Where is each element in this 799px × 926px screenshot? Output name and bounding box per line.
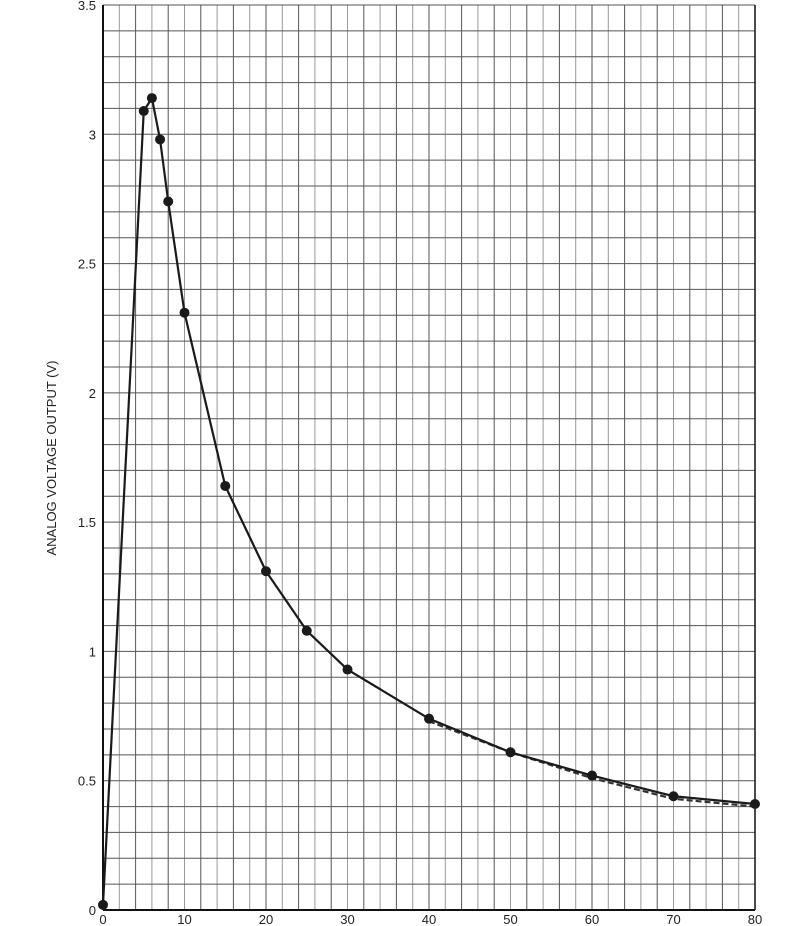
y-axis-label: ANALOG VOLTAGE OUTPUT (V) <box>44 360 59 555</box>
data-point <box>98 899 108 910</box>
data-point <box>146 93 157 104</box>
y-tick-label: 3 <box>89 127 96 142</box>
y-tick-label: 0 <box>89 903 96 918</box>
data-point <box>179 307 190 318</box>
x-tick-label: 0 <box>99 912 106 926</box>
data-point <box>155 134 166 145</box>
grid <box>102 4 756 911</box>
data-point <box>587 770 597 781</box>
x-tick-label: 20 <box>259 912 273 926</box>
data-point <box>138 106 149 117</box>
y-tick-label: 1.5 <box>78 515 96 530</box>
data-point <box>750 798 760 809</box>
data-point <box>424 713 434 724</box>
data-point <box>163 196 174 207</box>
data-point <box>505 747 516 758</box>
data-point <box>301 625 312 636</box>
data-point <box>220 480 231 491</box>
axes <box>102 5 756 911</box>
x-tick-label: 50 <box>503 912 517 926</box>
data-point <box>261 566 271 577</box>
y-tick-label: 2.5 <box>78 257 96 272</box>
y-tick-label: 3.5 <box>78 0 96 13</box>
y-tick-label: 1 <box>89 644 96 659</box>
y-tick-label: 2 <box>89 386 96 401</box>
x-tick-label: 60 <box>585 912 599 926</box>
x-tick-label: 30 <box>340 912 354 926</box>
x-tick-label: 10 <box>177 912 191 926</box>
y-tick-label: 0.5 <box>78 774 96 789</box>
x-tick-label: 80 <box>748 912 762 926</box>
series-group <box>98 93 760 910</box>
x-tick-labels: 0 10 20 30 40 50 60 70 80 <box>99 912 762 926</box>
data-point <box>668 791 679 802</box>
data-point <box>342 664 353 675</box>
x-tick-label: 40 <box>422 912 436 926</box>
x-tick-label: 70 <box>666 912 680 926</box>
y-tick-labels: 0 0.5 1 1.5 2 2.5 3 3.5 <box>78 0 96 918</box>
